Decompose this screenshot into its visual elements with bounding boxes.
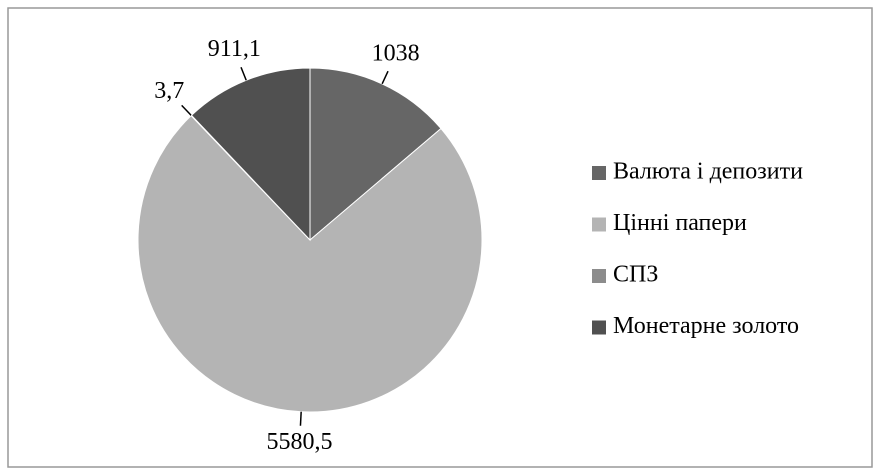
- data-label: 3,7: [154, 78, 184, 104]
- leader-line: [181, 104, 192, 117]
- legend-swatch: [592, 320, 606, 335]
- leader-line: [381, 70, 389, 85]
- legend-label: Валюта і депозити: [613, 159, 803, 185]
- data-label: 5580,5: [267, 429, 333, 455]
- leader-line: [299, 411, 302, 426]
- legend-label: Монетарне золото: [613, 313, 799, 339]
- legend-label: СПЗ: [613, 262, 658, 288]
- pie-slice: [137, 114, 483, 413]
- data-label: 1038: [372, 40, 420, 66]
- legend-swatch: [592, 269, 606, 283]
- legend-label: Цінні папери: [613, 210, 747, 236]
- data-label: 911,1: [208, 36, 261, 62]
- legend-swatch: [592, 217, 606, 232]
- legend-swatch: [592, 166, 606, 180]
- leader-line: [240, 66, 247, 81]
